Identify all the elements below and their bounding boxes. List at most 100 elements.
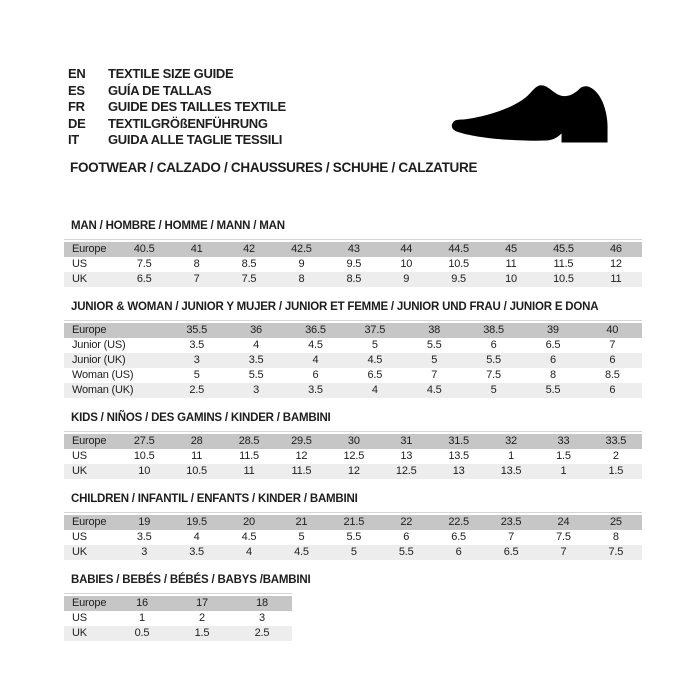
language-label: TEXTILE SIZE GUIDE: [108, 66, 234, 81]
size-cell: 10: [505, 273, 517, 285]
table-row: Junior (UK) 3 3.5 4 4.5 5 5.5 6 6: [64, 353, 642, 368]
size-cell: 8.5: [241, 258, 257, 270]
size-cell: 3.5: [189, 546, 204, 558]
size-cell: 41: [190, 243, 203, 255]
table-header-row: Europe 19 19.5 20 21 21.5 22 22.5 23.5 24 25: [64, 515, 642, 530]
size-cell: 6: [549, 354, 556, 366]
size-cell: 4.5: [367, 354, 383, 366]
size-cell: 3.5: [189, 339, 205, 351]
size-cell: 27.5: [133, 435, 155, 447]
size-cell: 4.5: [294, 546, 309, 558]
size-cell: 5: [193, 369, 200, 381]
size-cell: 7.5: [556, 531, 571, 543]
size-cell: 6: [312, 369, 319, 381]
size-cell: 5: [431, 354, 438, 366]
size-cell: 4: [246, 546, 252, 558]
dress-shoe-silhouette: [451, 85, 608, 143]
size-cell: 31.5: [448, 435, 469, 447]
size-cell: 19: [138, 516, 151, 528]
size-cell: 10: [400, 258, 413, 270]
table-row: US 7.5 8 8.5 9 9.5 10 10.5 11 11.5 12: [64, 257, 642, 272]
size-cell: 5.5: [545, 384, 561, 396]
size-cell: 5: [490, 384, 497, 396]
size-cell: 44.5: [448, 243, 469, 255]
size-cell: 2.5: [189, 384, 205, 396]
row-label: Woman (UK): [72, 384, 134, 396]
size-cell: 8: [549, 369, 556, 381]
size-cell: 8: [612, 531, 619, 543]
size-cell: 6: [455, 546, 462, 558]
row-label: UK: [72, 273, 87, 285]
size-cell: 8: [193, 258, 200, 270]
size-cell: 22: [400, 516, 413, 528]
size-cell: 3.5: [308, 384, 323, 396]
size-section-0: MAN / HOMBRE / HOMME / MANN / MAN Europe 4…: [64, 219, 642, 287]
size-cell: 33: [557, 435, 570, 447]
size-cell: 11: [191, 450, 203, 462]
size-section-1: JUNIOR & WOMAN / JUNIOR Y MUJER / JUNIOR…: [64, 300, 642, 398]
table-row: UK 10 10.5 11 11.5 12 12.5 13 13.5 1 1.5: [64, 464, 642, 479]
size-cell: 6: [609, 354, 616, 366]
size-cell: 9.5: [451, 273, 466, 285]
table-header-row: Europe 35.5 36 36.5 37.5 38 38.5 39 40: [64, 323, 642, 338]
size-cell: 42: [243, 243, 255, 255]
size-cell: 3: [141, 546, 148, 558]
size-cell: 13.5: [448, 450, 469, 462]
size-table: Europe 35.5 36 36.5 37.5 38 38.5 39 40 Junior (US…: [64, 320, 642, 398]
row-label: Europe: [72, 324, 107, 336]
table-row: Woman (US) 5 5.5 6 6.5 7 7.5 8 8.5: [64, 368, 642, 383]
size-cell: 9: [298, 258, 305, 270]
size-section-3: CHILDREN / INFANTIL / ENFANTS / KINDER /…: [64, 492, 642, 560]
language-code: ES: [68, 82, 85, 98]
size-cell: 9.5: [346, 258, 362, 270]
size-cell: 0.5: [134, 627, 150, 639]
table-row: UK 3 3.5 4 4.5 5 5.5 6 6.5 7 7.5: [64, 545, 642, 560]
size-cell: 22.5: [448, 516, 469, 528]
language-label: GUIDE DES TAILLES TEXTILE: [108, 99, 286, 114]
size-table: Europe 16 17 18 US 1 2 3 UK 0.5 1.5 2.5: [64, 593, 292, 641]
table-title: CHILDREN / INFANTIL / ENFANTS / KINDER /…: [71, 493, 358, 505]
language-row-it: IT GUIDA ALLE TAGLIE TESSILI: [68, 132, 286, 149]
size-cell: 7: [560, 546, 567, 558]
size-cell: 11: [243, 465, 255, 477]
size-cell: 6: [609, 384, 616, 396]
table-title: KIDS / NIÑOS / DES GAMINS / KINDER / BAM…: [71, 412, 331, 424]
size-cell: 31: [400, 435, 413, 447]
size-cell: 3.5: [248, 354, 264, 366]
size-cell: 7.5: [241, 273, 257, 285]
size-cell: 11.5: [553, 258, 574, 270]
size-cell: 4.5: [426, 384, 442, 396]
size-cell: 38: [428, 324, 441, 336]
size-cell: 39: [547, 324, 559, 336]
size-cell: 7: [508, 531, 514, 543]
size-cell: 4.5: [241, 531, 257, 543]
size-cell: 5.5: [486, 354, 501, 366]
row-label: Junior (US): [72, 339, 126, 351]
size-cell: 5.5: [248, 369, 264, 381]
size-cell: 12: [347, 465, 360, 477]
size-section-2: KIDS / NIÑOS / DES GAMINS / KINDER / BAM…: [64, 411, 642, 479]
language-row-de: DE TEXTILGRÖßENFÜHRUNG: [68, 116, 286, 133]
size-cell: 45.5: [553, 243, 574, 255]
size-cell: 7: [431, 369, 438, 381]
row-label: Europe: [72, 243, 107, 255]
size-cell: 43: [347, 243, 360, 255]
size-cell: 6.5: [503, 546, 519, 558]
language-row-en: EN TEXTILE SIZE GUIDE: [68, 66, 286, 83]
size-table: Europe 27.5 28 28.5 29.5 30 31 31.5 32 33 33.5 US 10…: [64, 431, 642, 479]
table-title: JUNIOR & WOMAN / JUNIOR Y MUJER / JUNIOR…: [71, 301, 599, 313]
size-cell: 7.5: [608, 546, 624, 558]
size-cell: 2: [612, 450, 619, 462]
size-cell: 4: [193, 531, 200, 543]
size-cell: 7.5: [136, 258, 152, 270]
size-cell: 10: [138, 465, 151, 477]
size-cell: 13: [400, 450, 413, 462]
table-header-row: Europe 16 17 18: [64, 596, 292, 611]
size-cell: 10.5: [133, 450, 155, 462]
size-cell: 1.5: [556, 450, 571, 462]
size-cell: 13.5: [500, 465, 522, 477]
size-cell: 21.5: [343, 516, 365, 528]
size-table: Europe 40.5 41 42 42.5 43 44 44.5 45 45.5 46 US 7.5 8…: [64, 239, 642, 287]
size-cell: 3.5: [136, 531, 152, 543]
table-row: Junior (US) 3.5 4 4.5 5 5.5 6 6.5 7: [64, 338, 642, 353]
